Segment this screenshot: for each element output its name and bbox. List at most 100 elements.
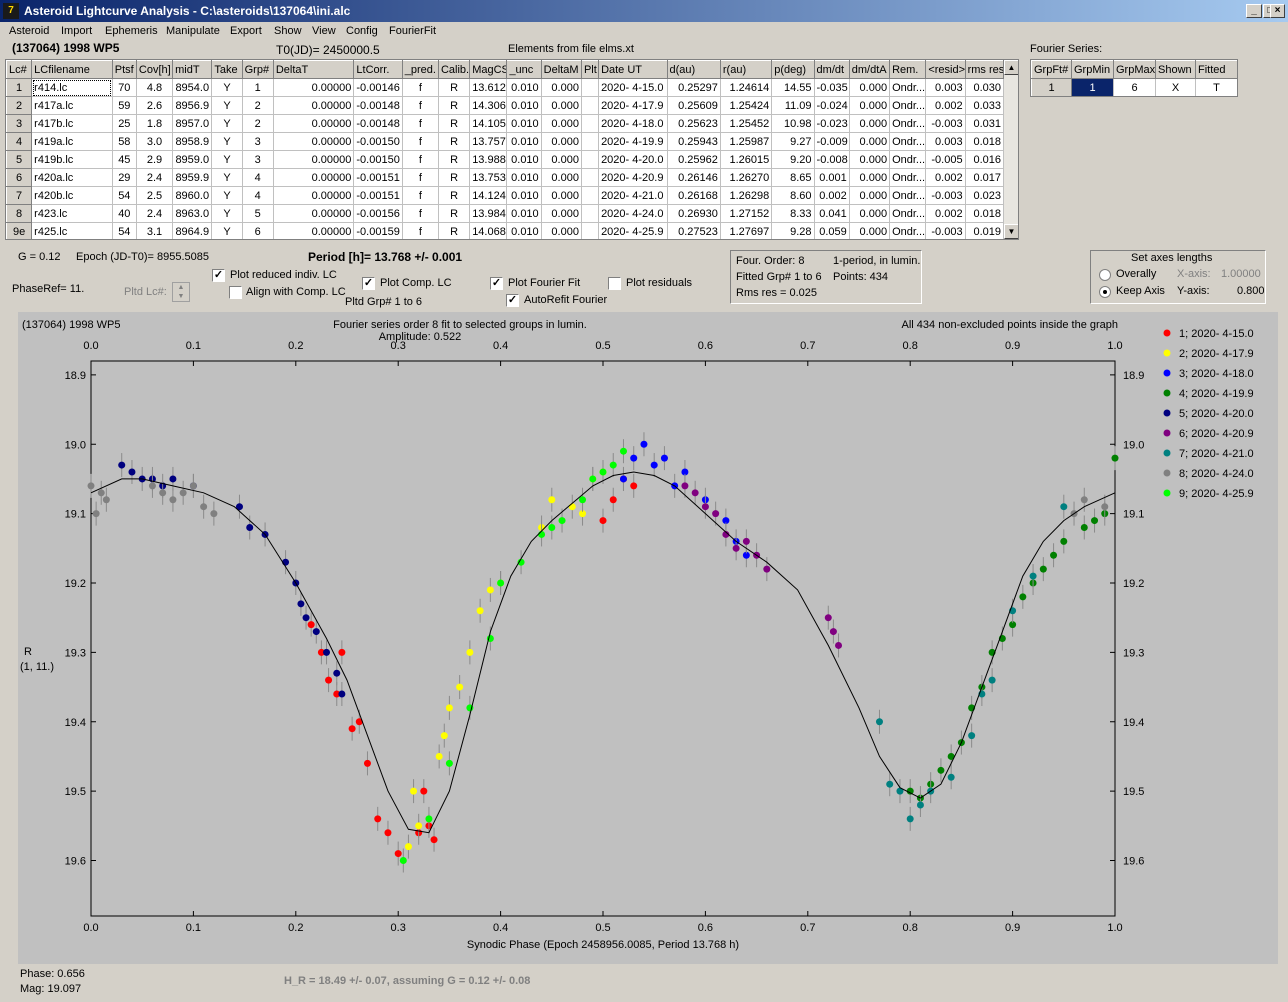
table-cell[interactable]: 0.031 bbox=[964, 114, 1005, 133]
table-cell[interactable]: 0.26146 bbox=[666, 168, 721, 187]
table-cell[interactable]: 1.25424 bbox=[719, 96, 773, 115]
row-header[interactable]: 9e bbox=[6, 222, 33, 239]
table-cell[interactable]: f bbox=[401, 96, 439, 115]
table-cell[interactable]: 0.00000 bbox=[272, 78, 355, 97]
table-cell[interactable]: f bbox=[401, 186, 439, 205]
app-icon[interactable]: 7 bbox=[3, 3, 19, 19]
table-cell[interactable]: 45 bbox=[111, 150, 137, 169]
column-header[interactable]: Lc# bbox=[6, 60, 33, 79]
table-cell[interactable]: 0.023 bbox=[964, 186, 1005, 205]
column-header[interactable]: Cov[h] bbox=[135, 60, 174, 79]
table-cell[interactable]: r417a.lc bbox=[31, 96, 113, 115]
menu-ephemeris[interactable]: Ephemeris bbox=[105, 25, 158, 37]
table-cell[interactable]: Ondr... bbox=[889, 186, 927, 205]
table-cell[interactable]: 0.000 bbox=[848, 222, 891, 239]
table-cell[interactable]: 2.4 bbox=[135, 168, 174, 187]
row-header[interactable]: 6 bbox=[6, 168, 33, 187]
table-cell[interactable]: 0.018 bbox=[964, 132, 1005, 151]
column-header[interactable]: dm/dt bbox=[813, 60, 850, 79]
column-header[interactable]: Ptsf bbox=[111, 60, 137, 79]
table-cell[interactable]: 1.25987 bbox=[719, 132, 773, 151]
table-cell[interactable]: 8959.9 bbox=[172, 168, 213, 187]
table-cell[interactable]: 1.26270 bbox=[719, 168, 773, 187]
column-header[interactable]: p(deg) bbox=[771, 60, 815, 79]
table-cell[interactable]: 70 bbox=[111, 78, 137, 97]
table-cell[interactable]: 0.000 bbox=[540, 132, 582, 151]
row-header[interactable]: 4 bbox=[6, 132, 33, 151]
close-button[interactable]: × bbox=[1270, 4, 1285, 18]
column-header[interactable]: d(au) bbox=[666, 60, 721, 79]
table-cell[interactable]: 0.000 bbox=[540, 78, 582, 97]
table-cell[interactable]: 0.017 bbox=[964, 168, 1005, 187]
table-cell[interactable]: -0.00146 bbox=[353, 78, 403, 97]
table-cell[interactable]: 3 bbox=[241, 132, 274, 151]
table-cell[interactable]: 2.4 bbox=[135, 204, 174, 223]
table-cell[interactable]: 5 bbox=[241, 204, 274, 223]
table-cell[interactable]: 0.000 bbox=[848, 96, 891, 115]
table-cell[interactable]: 0.25943 bbox=[666, 132, 721, 151]
table-cell[interactable]: 40 bbox=[111, 204, 137, 223]
table-cell[interactable]: 14.124 bbox=[469, 186, 508, 205]
table-row[interactable]: 9e r425.lc 54 3.1 8964.9 Y 6 0.00000 -0.00159 f R 1… bbox=[6, 222, 1005, 239]
menu-manipulate[interactable]: Manipulate bbox=[166, 25, 220, 37]
table-cell[interactable]: 8.33 bbox=[771, 204, 815, 223]
table-cell[interactable]: 2020- 4-17.9 bbox=[598, 96, 668, 115]
table-cell[interactable]: -0.035 bbox=[813, 78, 850, 97]
table-cell[interactable]: 0.002 bbox=[925, 204, 966, 223]
table-cell[interactable]: 0.000 bbox=[848, 186, 891, 205]
table-cell[interactable]: Y bbox=[211, 132, 243, 151]
table-cell[interactable]: 8959.0 bbox=[172, 150, 213, 169]
table-cell[interactable]: 59 bbox=[111, 96, 137, 115]
table-cell[interactable]: Ondr... bbox=[889, 168, 927, 187]
table-cell[interactable]: R bbox=[437, 114, 471, 133]
table-row[interactable]: 5 r419b.lc 45 2.9 8959.0 Y 3 0.00000 -0.00150 f R 1… bbox=[6, 150, 1005, 169]
column-header[interactable]: Grp# bbox=[241, 60, 274, 79]
overally-radio[interactable] bbox=[1099, 269, 1111, 281]
keep-axis-radio[interactable] bbox=[1099, 286, 1111, 298]
column-header[interactable]: LCfilename bbox=[31, 60, 113, 79]
table-cell[interactable]: 0.033 bbox=[964, 96, 1005, 115]
table-cell[interactable]: 4 bbox=[241, 186, 274, 205]
table-cell[interactable]: 9.20 bbox=[771, 150, 815, 169]
table-cell[interactable]: 0.000 bbox=[540, 204, 582, 223]
table-cell[interactable]: 0.010 bbox=[506, 132, 542, 151]
table-cell[interactable]: 58 bbox=[111, 132, 137, 151]
table-cell[interactable]: 0.000 bbox=[848, 78, 891, 97]
column-header[interactable]: _unc bbox=[506, 60, 542, 79]
table-cell[interactable]: 14.55 bbox=[771, 78, 815, 97]
table-cell[interactable]: 8954.0 bbox=[172, 78, 213, 97]
table-cell[interactable]: 0.25297 bbox=[666, 78, 721, 97]
table-cell[interactable]: 0.000 bbox=[848, 168, 891, 187]
table-cell[interactable]: 1.27697 bbox=[719, 222, 773, 239]
table-row[interactable]: 6 r420a.lc 29 2.4 8959.9 Y 4 0.00000 -0.00151 f R 1… bbox=[6, 168, 1005, 187]
table-cell[interactable]: -0.00151 bbox=[353, 168, 403, 187]
table-cell[interactable]: 0.00000 bbox=[272, 132, 355, 151]
table-cell[interactable] bbox=[580, 168, 600, 187]
table-cell[interactable]: 0.010 bbox=[506, 96, 542, 115]
table-cell[interactable]: -0.00150 bbox=[353, 132, 403, 151]
table-cell[interactable]: -0.00148 bbox=[353, 114, 403, 133]
table-cell[interactable]: 54 bbox=[111, 186, 137, 205]
table-cell[interactable]: 3.0 bbox=[135, 132, 174, 151]
table-cell[interactable]: Ondr... bbox=[889, 96, 927, 115]
table-cell[interactable]: 2020- 4-20.9 bbox=[598, 168, 668, 187]
table-cell[interactable]: Y bbox=[211, 96, 243, 115]
menu-fourierfit[interactable]: FourierFit bbox=[389, 25, 437, 37]
table-cell[interactable]: r419b.lc bbox=[31, 150, 113, 169]
table-cell[interactable]: R bbox=[437, 168, 471, 187]
table-cell[interactable]: 0.000 bbox=[540, 168, 582, 187]
y-axis-value[interactable]: 0.800 bbox=[1237, 285, 1265, 297]
table-cell[interactable]: 1.8 bbox=[135, 114, 174, 133]
table-cell[interactable] bbox=[580, 114, 600, 133]
column-header[interactable]: Shown bbox=[1155, 60, 1196, 79]
scroll-down-icon[interactable]: ▼ bbox=[1004, 224, 1018, 239]
table-cell[interactable]: 6 bbox=[241, 222, 274, 239]
table-cell[interactable]: 0.00000 bbox=[272, 150, 355, 169]
table-cell[interactable]: 2020- 4-19.9 bbox=[598, 132, 668, 151]
table-cell[interactable]: 0.001 bbox=[813, 168, 850, 187]
table-cell[interactable]: Y bbox=[211, 78, 243, 97]
table-cell[interactable]: 0.002 bbox=[813, 186, 850, 205]
x-axis-value[interactable]: 1.00000 bbox=[1221, 268, 1261, 280]
column-header[interactable]: midT bbox=[172, 60, 213, 79]
table-cell[interactable]: 0.000 bbox=[540, 96, 582, 115]
